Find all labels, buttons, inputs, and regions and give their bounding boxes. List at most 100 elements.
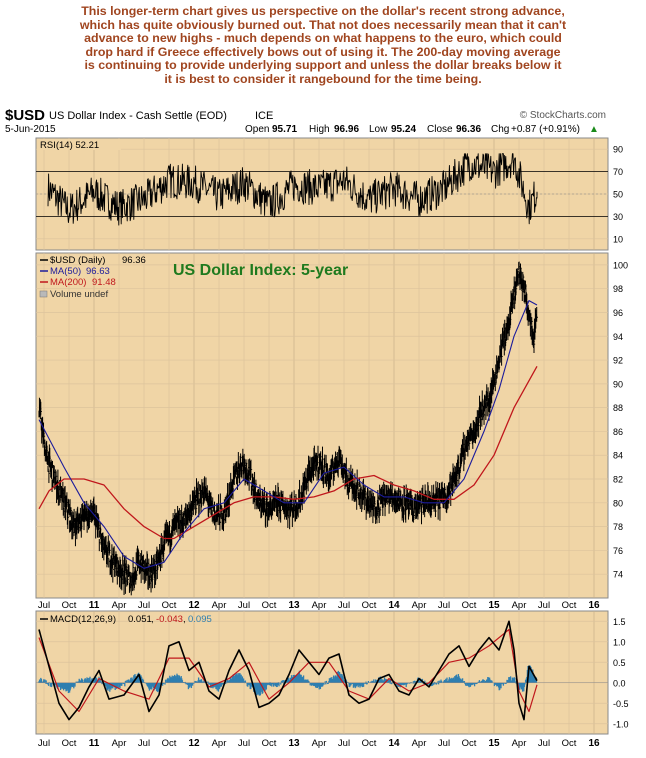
x-tick-label: Apr bbox=[112, 738, 127, 749]
commentary-line: which has quite obviously burned out. Th… bbox=[79, 17, 567, 32]
x-tick-label: 12 bbox=[188, 738, 200, 749]
y-tick-label: 90 bbox=[613, 379, 623, 389]
y-tick-label: 74 bbox=[613, 570, 623, 580]
commentary-line: This longer-term chart gives us perspect… bbox=[81, 4, 565, 18]
macd-hist-value: 0.095 bbox=[188, 614, 212, 625]
high-label: High bbox=[309, 124, 330, 135]
y-tick-label: 1.0 bbox=[613, 637, 626, 647]
commentary-line: it is best to consider it rangebound for… bbox=[164, 71, 482, 86]
x-tick-label: Jul bbox=[538, 738, 550, 749]
x-tick-label: Oct bbox=[562, 600, 577, 611]
y-tick-label: 90 bbox=[613, 145, 623, 155]
x-tick-label: 15 bbox=[488, 738, 500, 749]
x-tick-label: Jul bbox=[338, 738, 350, 749]
y-tick-label: 30 bbox=[613, 212, 623, 222]
high-value: 96.96 bbox=[334, 124, 359, 135]
y-tick-label: 50 bbox=[613, 190, 623, 200]
y-tick-label: 70 bbox=[613, 167, 623, 177]
rsi-legend-bg bbox=[37, 139, 121, 150]
low-label: Low bbox=[369, 124, 388, 135]
close-label: Close bbox=[427, 124, 453, 135]
x-tick-label: Oct bbox=[262, 738, 277, 749]
date-label: 5-Jun-2015 bbox=[5, 124, 56, 135]
y-tick-label: 82 bbox=[613, 475, 623, 485]
macd-signal-value: -0.043 bbox=[156, 614, 183, 625]
chart-title: US Dollar Index: 5-year bbox=[173, 262, 348, 279]
up-arrow-icon: ▲ bbox=[589, 124, 599, 135]
macd-legend-name: MACD(12,26,9) bbox=[50, 614, 116, 625]
rsi-legend: RSI(14) 52.21 bbox=[40, 140, 99, 151]
x-tick-label: Apr bbox=[512, 738, 527, 749]
x-tick-label: Oct bbox=[62, 600, 77, 611]
svg-text:,: , bbox=[183, 614, 186, 625]
y-tick-label: 96 bbox=[613, 308, 623, 318]
y-tick-label: 86 bbox=[613, 427, 623, 437]
x-tick-label: Jul bbox=[438, 738, 450, 749]
macd-panel bbox=[35, 610, 609, 735]
y-tick-label: 98 bbox=[613, 284, 623, 294]
y-tick-label: 78 bbox=[613, 522, 623, 532]
y-tick-label: -1.0 bbox=[613, 719, 629, 729]
y-tick-label: 94 bbox=[613, 332, 623, 342]
x-tick-label: Jul bbox=[538, 600, 550, 611]
y-tick-label: 88 bbox=[613, 403, 623, 413]
x-tick-label: Oct bbox=[462, 738, 477, 749]
commentary-line: advance to new highs - much depends on w… bbox=[84, 31, 562, 46]
x-tick-label: Oct bbox=[162, 600, 177, 611]
volume-legend: Volume undef bbox=[50, 289, 108, 300]
y-tick-label: 100 bbox=[613, 260, 628, 270]
ma200-legend-name: MA(200) bbox=[50, 277, 86, 288]
y-tick-label: 10 bbox=[613, 234, 623, 244]
x-tick-label: 13 bbox=[288, 600, 300, 611]
ma50-line bbox=[38, 300, 538, 569]
low-value: 95.24 bbox=[391, 124, 416, 135]
x-tick-label: 14 bbox=[388, 600, 400, 611]
exchange-label: ICE bbox=[255, 110, 273, 122]
x-tick-label: Jul bbox=[238, 600, 250, 611]
x-tick-label: Jul bbox=[138, 600, 150, 611]
macd-line bbox=[38, 620, 538, 721]
price-legend-value: 96.36 bbox=[122, 255, 146, 266]
x-tick-label: 14 bbox=[388, 738, 400, 749]
x-tick-label: Jul bbox=[438, 600, 450, 611]
x-tick-label: Oct bbox=[562, 738, 577, 749]
x-tick-label: Apr bbox=[212, 600, 227, 611]
y-tick-label: -0.5 bbox=[613, 699, 629, 709]
symbol-label: $USD bbox=[5, 107, 45, 124]
x-tick-label: Oct bbox=[62, 738, 77, 749]
x-tick-label: Jul bbox=[238, 738, 250, 749]
y-tick-label: 0.5 bbox=[613, 658, 626, 668]
x-tick-label: Jul bbox=[138, 738, 150, 749]
x-tick-label: Jul bbox=[38, 738, 50, 749]
x-tick-label: 16 bbox=[588, 738, 600, 749]
svg-text:,: , bbox=[151, 614, 154, 625]
x-tick-label: Apr bbox=[312, 738, 327, 749]
x-tick-label: 13 bbox=[288, 738, 300, 749]
watermark: © StockCharts.com bbox=[520, 110, 606, 121]
y-tick-label: 80 bbox=[613, 498, 623, 508]
y-tick-label: 92 bbox=[613, 356, 623, 366]
chg-value: +0.87 (+0.91%) bbox=[511, 124, 580, 135]
x-tick-label: Apr bbox=[312, 600, 327, 611]
commentary-line: drop hard if Greece effectively bows out… bbox=[85, 44, 561, 59]
y-tick-label: 1.5 bbox=[613, 617, 626, 627]
ma50-legend-value: 96.63 bbox=[86, 266, 110, 277]
x-tick-label: Apr bbox=[412, 600, 427, 611]
x-tick-label: 11 bbox=[89, 738, 100, 749]
x-tick-label: Jul bbox=[338, 600, 350, 611]
open-label: Open bbox=[245, 124, 269, 135]
macd-legend-value: 0.051 bbox=[128, 614, 152, 625]
commentary-line: is continuing to provide underlying supp… bbox=[84, 58, 562, 73]
ma50-legend-name: MA(50) bbox=[50, 266, 81, 277]
x-tick-label: Jul bbox=[38, 600, 50, 611]
price-plot bbox=[38, 261, 538, 596]
x-tick-label: Apr bbox=[112, 600, 127, 611]
rsi-plot bbox=[36, 153, 608, 226]
x-tick-label: 12 bbox=[188, 600, 200, 611]
x-tick-label: Oct bbox=[262, 600, 277, 611]
macd-plot bbox=[36, 620, 608, 721]
x-tick-label: Apr bbox=[412, 738, 427, 749]
chg-label: Chg bbox=[491, 124, 509, 135]
x-tick-label: Oct bbox=[362, 738, 377, 749]
